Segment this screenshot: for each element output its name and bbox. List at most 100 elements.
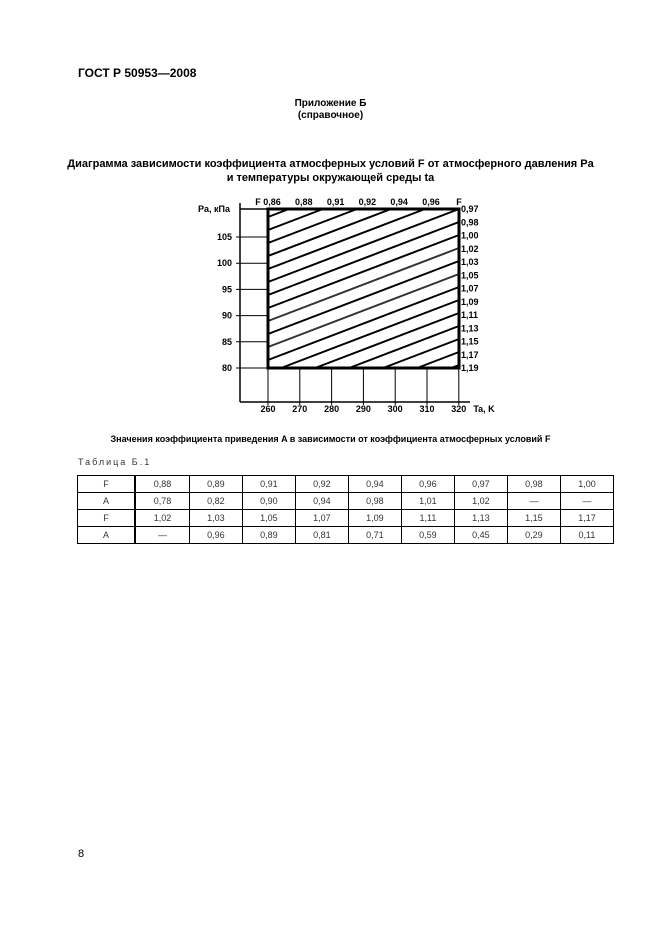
table-cell: 0,82	[188, 492, 243, 510]
x-tick-label: 320	[451, 404, 466, 414]
right-f-label: F	[456, 197, 462, 207]
figure-title-line1: Диаграмма зависимости коэффициента атмос…	[67, 158, 594, 170]
coefficient-table: F 0,88 0,89 0,91 0,92 0,94 0,96 0,97 0,98 1,00 A 0,…	[77, 475, 615, 544]
hatch-line	[267, 221, 460, 296]
right-f-value: 1,19	[461, 363, 479, 373]
hatch-line	[267, 208, 460, 283]
table-cell: 0,97	[453, 475, 508, 493]
figure-title-line2: и температуры окружающей среды ta	[226, 172, 435, 184]
table-cell: 1,01	[400, 492, 455, 510]
hatch-line	[267, 247, 460, 322]
table-row: A 0,78 0,82 0,90 0,94 0,98 1,01 1,02— —	[77, 492, 615, 510]
hatch-line	[348, 325, 460, 369]
hatch-line	[267, 234, 460, 309]
hatch-line	[267, 208, 392, 257]
table-cell: 0,94	[294, 492, 349, 510]
hatch-line	[382, 338, 460, 369]
annex-title: Приложение Б	[294, 98, 367, 109]
table-cell: 0,88	[134, 475, 190, 493]
table-cell: 0,29	[506, 526, 561, 544]
top-f-label: F	[255, 197, 261, 207]
table-cell: 1,02	[453, 492, 508, 510]
hatch-line	[267, 273, 460, 348]
row-header-cell: F	[77, 509, 136, 527]
table-cell: 1,15	[506, 509, 561, 527]
hatch-line	[267, 208, 426, 270]
table-cell: 1,11	[400, 509, 455, 527]
right-f-value: 1,09	[461, 297, 479, 307]
hatch-line	[267, 208, 324, 231]
hatch-line	[416, 351, 460, 369]
right-f-value: 1,03	[461, 257, 479, 267]
table-cell: 0,89	[188, 475, 243, 493]
x-tick-label: 310	[419, 404, 434, 414]
top-f-value: 0,94	[390, 197, 408, 207]
right-f-value: 0,98	[461, 217, 479, 227]
top-f-value: 0,86	[263, 197, 281, 207]
y-axis-label: Pa, кПа	[198, 204, 231, 214]
table-cell: 0,91	[241, 475, 296, 493]
table-label: Таблица Б.1	[78, 457, 152, 467]
table-cell: 1,13	[453, 509, 508, 527]
right-f-value: 1,02	[461, 244, 479, 254]
page-number: 8	[78, 848, 85, 860]
right-f-value: 1,15	[461, 337, 479, 347]
row-header-cell: A	[77, 492, 136, 510]
table-cell: 0,92	[294, 475, 349, 493]
top-f-value: 0,92	[359, 197, 377, 207]
table-cell: 1,07	[294, 509, 349, 527]
hatch-line	[314, 312, 460, 369]
table-cell: 0,98	[506, 475, 561, 493]
document-code: ГОСТ Р 50953—2008	[78, 66, 197, 80]
annex-note: (справочное)	[297, 110, 364, 121]
table-cell: 0,45	[453, 526, 508, 544]
x-tick-label: 280	[324, 404, 339, 414]
right-f-value: 1,00	[461, 231, 479, 241]
table-row: F 1,02 1,03 1,05 1,07 1,09 1,11 1,13 1,15 1,17	[77, 509, 615, 527]
row-header-cell: A	[77, 526, 136, 544]
top-f-value: 0,96	[422, 197, 440, 207]
hatch-line	[267, 208, 358, 244]
table-cell: 1,09	[347, 509, 402, 527]
x-tick-label: 300	[388, 404, 403, 414]
table-cell: 0,90	[241, 492, 296, 510]
hatch-lines	[267, 208, 460, 369]
table-cell: —	[559, 492, 615, 510]
y-tick-label: 100	[217, 258, 232, 268]
right-f-value: 1,13	[461, 323, 479, 333]
table-cell: 0,78	[134, 492, 190, 510]
table-cell: 1,17	[559, 509, 615, 527]
table-cell: —	[506, 492, 561, 510]
table-cell: 0,81	[294, 526, 349, 544]
table-cell: 1,02	[134, 509, 190, 527]
hatch-line	[267, 260, 460, 335]
x-tick-label: 290	[356, 404, 371, 414]
table-cell: 0,96	[400, 475, 455, 493]
table-cell: 0,71	[347, 526, 402, 544]
y-tick-label: 95	[222, 284, 232, 294]
table-cell: 1,05	[241, 509, 296, 527]
table-row: F 0,88 0,89 0,91 0,92 0,94 0,96 0,97 0,98 1,00	[77, 475, 615, 493]
right-f-value: 1,11	[461, 310, 478, 320]
row-header-cell: F	[77, 475, 136, 493]
x-tick-label: 270	[292, 404, 307, 414]
right-f-value: 1,05	[461, 270, 479, 280]
y-tick-label: 90	[222, 311, 232, 321]
nomogram-diagram: 80 85 90 95 100 105 Pa, кПа 260 270 280 290 300 310 3…	[198, 197, 495, 414]
table-row: A —0,96 0,89 0,81 0,71 0,59 0,45 0,29 0,11	[77, 526, 615, 544]
table-cell: 0,94	[347, 475, 402, 493]
table-cell: 0,89	[241, 526, 296, 544]
y-tick-label: 85	[222, 337, 232, 347]
y-tick-label: 105	[217, 232, 232, 242]
table-cell: 0,98	[347, 492, 402, 510]
top-f-value: 0,91	[327, 197, 345, 207]
y-tick-label: 80	[222, 363, 232, 373]
x-axis-label: Ta, K	[473, 404, 495, 414]
x-tick-label: 260	[260, 404, 275, 414]
table-cell: —	[134, 526, 190, 544]
right-f-value: 0,97	[461, 204, 479, 214]
right-f-value: 1,07	[461, 284, 479, 294]
table-cell: 0,11	[559, 526, 615, 544]
top-f-value: 0,88	[295, 197, 313, 207]
hatch-line	[267, 286, 460, 361]
